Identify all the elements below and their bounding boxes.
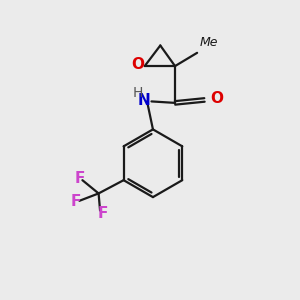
Text: O: O <box>132 57 145 72</box>
Text: F: F <box>75 171 85 186</box>
Text: H: H <box>132 85 143 100</box>
Text: N: N <box>137 93 150 108</box>
Text: Me: Me <box>200 36 218 49</box>
Text: F: F <box>97 206 108 221</box>
Text: O: O <box>210 91 223 106</box>
Text: F: F <box>71 194 81 209</box>
